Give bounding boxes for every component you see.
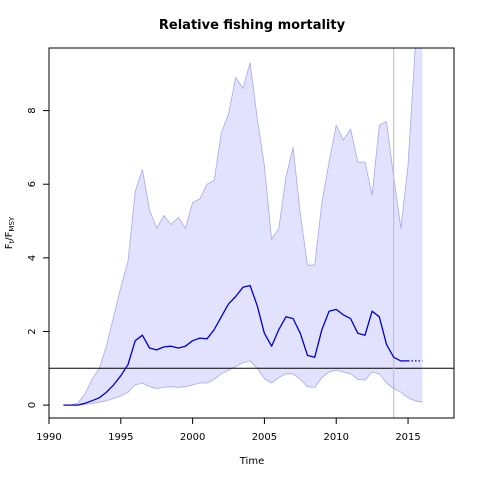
- x-tick-label: 2010: [324, 432, 349, 443]
- y-axis-label-sub1: t: [8, 240, 16, 243]
- y-axis: 0 2 4 6 8: [27, 107, 50, 408]
- confidence-band: [63, 48, 423, 406]
- y-tick-label: 8: [27, 107, 38, 113]
- chart-title: Relative fishing mortality: [159, 18, 346, 33]
- x-tick-label: 1995: [108, 432, 133, 443]
- plot-area: [49, 48, 454, 418]
- y-tick-label: 6: [27, 181, 38, 187]
- median-line: [63, 284, 408, 406]
- y-axis-label-main: F: [4, 243, 15, 249]
- y-tick-label: 0: [27, 402, 38, 408]
- y-axis-label-slash: /F: [4, 231, 15, 240]
- x-axis-label: Time: [239, 456, 264, 467]
- x-axis: 1990 1995 2000 2005 2010 2015: [36, 417, 421, 443]
- lower-bound-line: [63, 360, 423, 406]
- x-tick-label: 2015: [395, 432, 420, 443]
- x-tick-label: 1990: [36, 432, 61, 443]
- y-tick-label: 2: [27, 328, 38, 334]
- y-axis-label: Ft/FMSY: [4, 216, 16, 249]
- x-tick-label: 2005: [252, 432, 277, 443]
- y-tick-label: 4: [27, 255, 38, 261]
- x-tick-label: 2000: [180, 432, 205, 443]
- y-axis-label-sub2: MSY: [8, 216, 16, 231]
- upper-bound-line: [63, 48, 423, 406]
